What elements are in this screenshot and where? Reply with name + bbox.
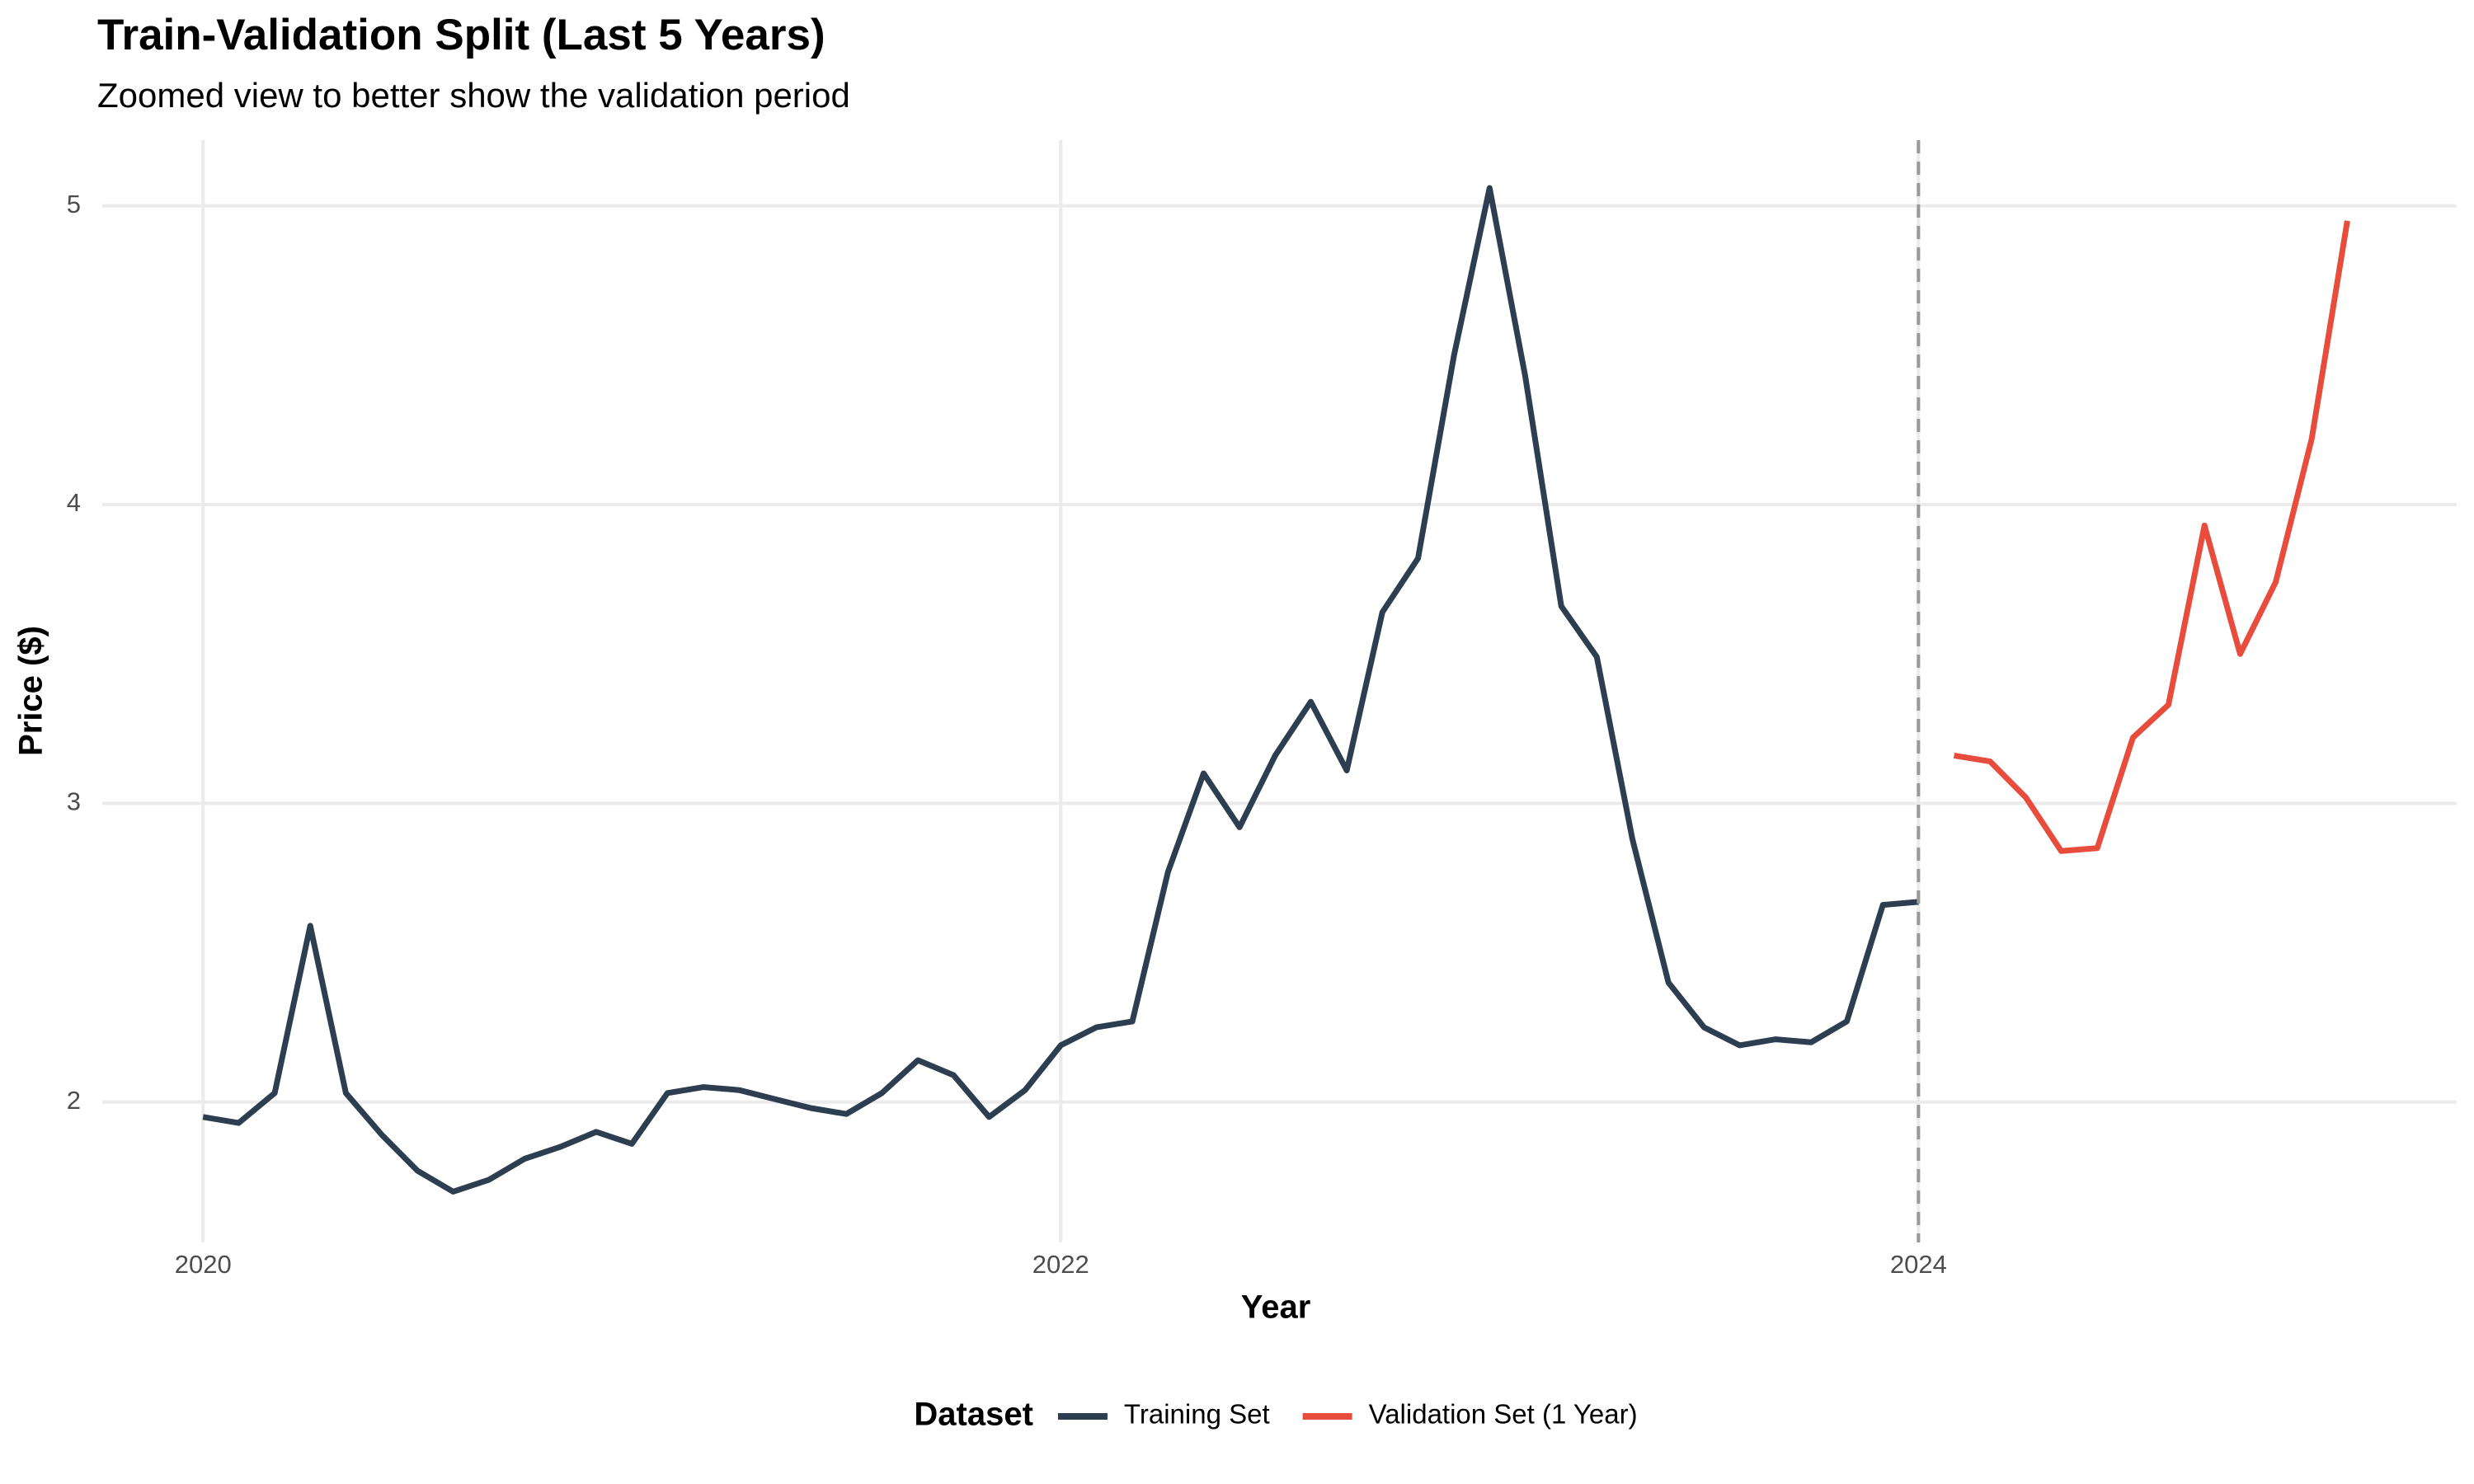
legend-label: Validation Set (1 Year) [1369, 1399, 1638, 1430]
legend: Dataset Training Set Validation Set (1 Yea… [914, 1397, 1637, 1433]
legend-label: Training Set [1124, 1399, 1270, 1430]
series-line [1953, 220, 2350, 854]
y-tick-label: 5 [67, 190, 81, 218]
y-tick-label: 4 [67, 488, 81, 517]
chart-title: Train-Validation Split (Last 5 Years) [97, 11, 825, 59]
x-tick-label: 2024 [1890, 1250, 1947, 1279]
legend-title: Dataset [914, 1397, 1033, 1433]
chart-subtitle: Zoomed view to better show the validatio… [97, 76, 850, 115]
x-tick-label: 2020 [175, 1250, 232, 1279]
x-axis-title: Year [1241, 1289, 1311, 1326]
grid [102, 140, 2457, 1242]
y-axis-title: Price ($) [13, 626, 49, 756]
y-tick-label: 2 [67, 1086, 81, 1115]
y-tick-label: 3 [67, 787, 81, 816]
series-line [202, 185, 1919, 1195]
x-tick-label: 2022 [1032, 1250, 1089, 1279]
